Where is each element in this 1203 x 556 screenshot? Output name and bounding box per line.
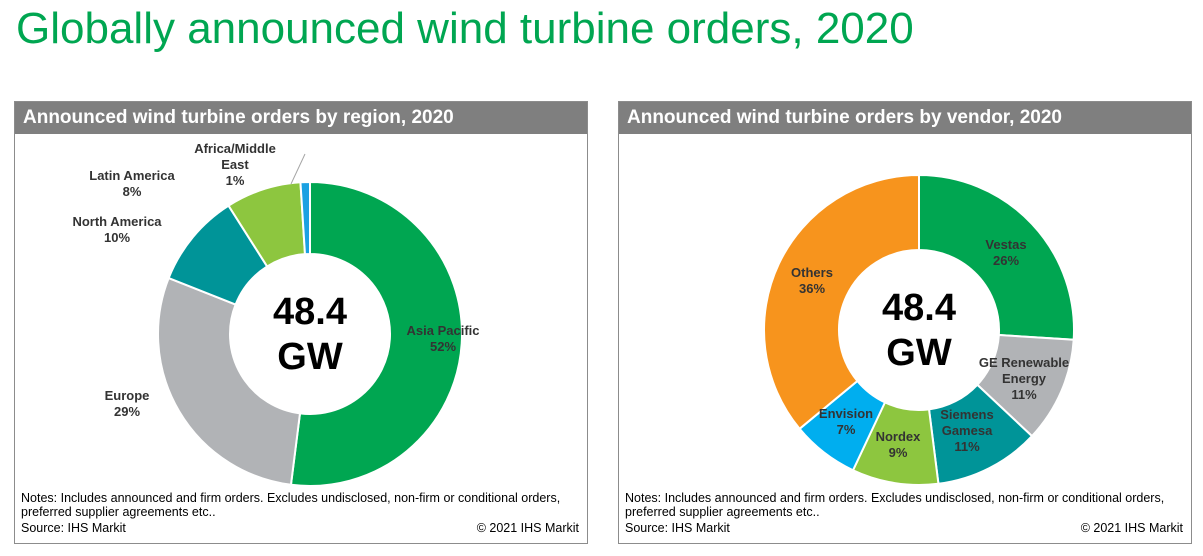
slice-label-north-america: North America 10% [72, 214, 162, 245]
slice-label-vestas: Vestas 26% [985, 237, 1026, 268]
vendor-chart-source: Source: IHS Markit [625, 521, 730, 535]
region-chart-copyright: © 2021 IHS Markit [476, 521, 579, 535]
slice-label-ge-renewable-energy: GE Renewable Energy 11% [979, 355, 1069, 402]
slice-others [763, 173, 920, 431]
slice-label-envision: Envision 7% [819, 406, 873, 437]
region-chart-notes: Notes: Includes announced and firm order… [21, 491, 561, 519]
slice-label-africa-middle-east: Africa/Middle East 1% [194, 141, 276, 188]
slice-europe [157, 276, 302, 486]
leader-line [290, 153, 306, 185]
slice-vestas [918, 173, 1075, 341]
slice-label-siemens-gamesa: Siemens Gamesa 11% [940, 407, 993, 454]
region-donut-chart: Asia Pacific 52% Europe 29% North America 10%… [72, 141, 480, 487]
vendor-chart-copyright: © 2021 IHS Markit [1080, 521, 1183, 535]
slice-label-europe: Europe 29% [105, 388, 150, 419]
center-unit: GW [277, 336, 343, 378]
slice-label-others: Others 36% [791, 265, 833, 296]
center-value: 48.4 [273, 291, 347, 333]
slice-africa-middle-east [299, 180, 311, 256]
vendor-chart-panel: Announced wind turbine orders by vendor,… [618, 101, 1192, 544]
slice-label-asia-pacific: Asia Pacific 52% [407, 323, 480, 354]
region-chart-panel: Announced wind turbine orders by region,… [14, 101, 588, 544]
vendor-chart-title: Announced wind turbine orders by vendor,… [619, 102, 1191, 134]
page-title: Globally announced wind turbine orders, … [16, 4, 914, 53]
slice-asia-pacific [289, 180, 463, 487]
vendor-chart-notes: Notes: Includes announced and firm order… [625, 491, 1165, 519]
slice-label-latin-america: Latin America 8% [89, 168, 175, 199]
region-chart-title: Announced wind turbine orders by region,… [15, 102, 587, 134]
center-value: 48.4 [882, 287, 956, 329]
center-unit: GW [886, 332, 952, 374]
vendor-donut-chart: Vestas 26% GE Renewable Energy 11% Siemens Gam… [763, 173, 1075, 486]
slice-label-nordex: Nordex 9% [876, 429, 922, 460]
region-chart-source: Source: IHS Markit [21, 521, 126, 535]
